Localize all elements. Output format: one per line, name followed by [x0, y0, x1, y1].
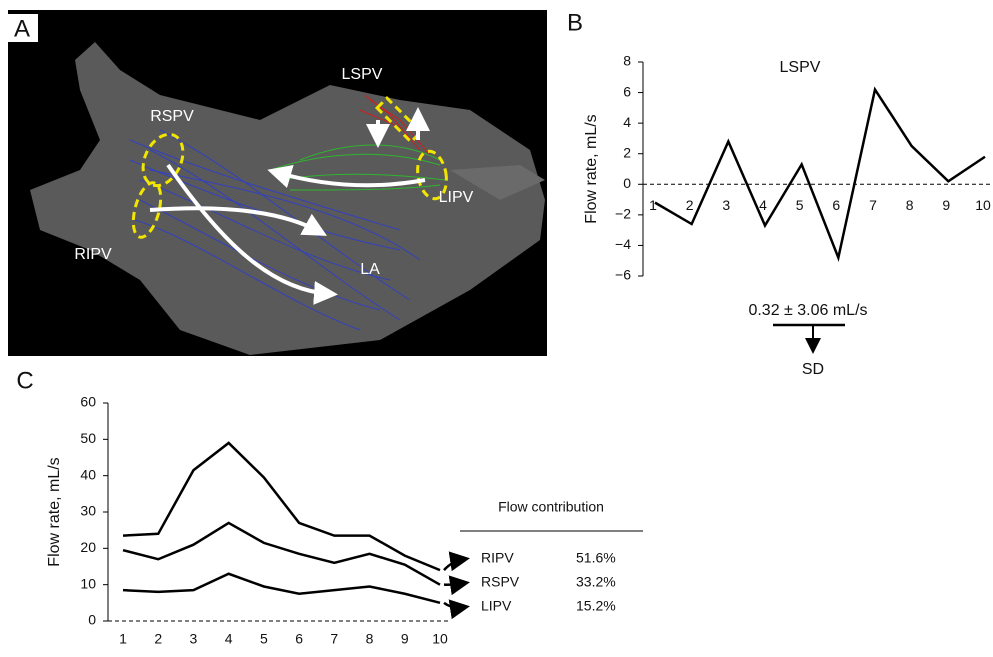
- x-tick-label: 3: [190, 631, 198, 647]
- x-tick-label: 5: [796, 197, 804, 213]
- vein-label: RIPV: [74, 246, 112, 263]
- y-tick-label: 4: [623, 114, 631, 130]
- y-tick-label: −6: [615, 267, 631, 283]
- x-tick-label: 1: [119, 631, 127, 647]
- panel-letter: A: [14, 15, 30, 42]
- y-tick-label: 6: [623, 83, 631, 99]
- chamber-label: LA: [360, 261, 380, 278]
- y-tick-label: −4: [615, 236, 631, 252]
- contribution-value: 15.2%: [576, 598, 616, 614]
- data-line: [122, 572, 441, 605]
- x-tick-label: 5: [260, 631, 268, 647]
- x-tick-label: 1: [649, 197, 657, 213]
- y-tick-label: −2: [615, 206, 631, 222]
- chart-annotation: LSPV: [780, 59, 821, 76]
- vein-label: LIPV: [439, 189, 474, 206]
- series-name: RIPV: [481, 550, 514, 566]
- x-tick-label: 8: [366, 631, 374, 647]
- y-tick-label: 2: [623, 144, 631, 160]
- y-tick-label: 30: [80, 503, 96, 519]
- y-axis-label: Flow rate, mL/s: [583, 114, 600, 223]
- y-tick-label: 0: [623, 175, 631, 191]
- data-line: [122, 521, 441, 586]
- x-tick-label: 3: [722, 197, 730, 213]
- y-tick-label: 20: [80, 539, 96, 555]
- atrium-image: [8, 10, 547, 356]
- series-name: LIPV: [481, 598, 512, 614]
- x-tick-label: 9: [401, 631, 409, 647]
- summary: 0.32 ± 3.06 mL/s: [748, 302, 867, 319]
- x-tick-label: 6: [295, 631, 303, 647]
- summary-note: SD: [802, 361, 824, 378]
- y-tick-label: 60: [80, 394, 96, 410]
- x-tick-label: 2: [686, 197, 694, 213]
- x-tick-label: 7: [869, 197, 877, 213]
- series-arrow: [443, 575, 470, 596]
- x-tick-label: 9: [942, 197, 950, 213]
- vein-label: RSPV: [150, 108, 194, 125]
- data-line: [122, 441, 441, 572]
- series-name: RSPV: [481, 574, 520, 590]
- contribution-value: 51.6%: [576, 550, 616, 566]
- y-tick-label: 10: [80, 575, 96, 591]
- x-tick-label: 4: [759, 197, 767, 213]
- x-tick-label: 10: [432, 631, 448, 647]
- y-tick-label: 50: [80, 430, 96, 446]
- panel-letter: C: [16, 367, 33, 394]
- table-title: Flow contribution: [498, 499, 604, 515]
- x-tick-label: 10: [975, 197, 991, 213]
- x-tick-label: 4: [225, 631, 233, 647]
- x-tick-label: 6: [832, 197, 840, 213]
- y-axis-label: Flow rate, mL/s: [46, 457, 63, 566]
- y-tick-label: 0: [88, 612, 96, 628]
- series-arrow: [443, 599, 470, 620]
- x-tick-label: 7: [330, 631, 338, 647]
- vein-label: LSPV: [342, 66, 383, 83]
- panel-letter: B: [567, 9, 583, 36]
- data-line: [654, 86, 986, 262]
- y-tick-label: 8: [623, 53, 631, 69]
- x-tick-label: 2: [154, 631, 162, 647]
- x-tick-label: 8: [906, 197, 914, 213]
- contribution-value: 33.2%: [576, 574, 616, 590]
- y-tick-label: 40: [80, 466, 96, 482]
- series-arrow: [443, 551, 470, 572]
